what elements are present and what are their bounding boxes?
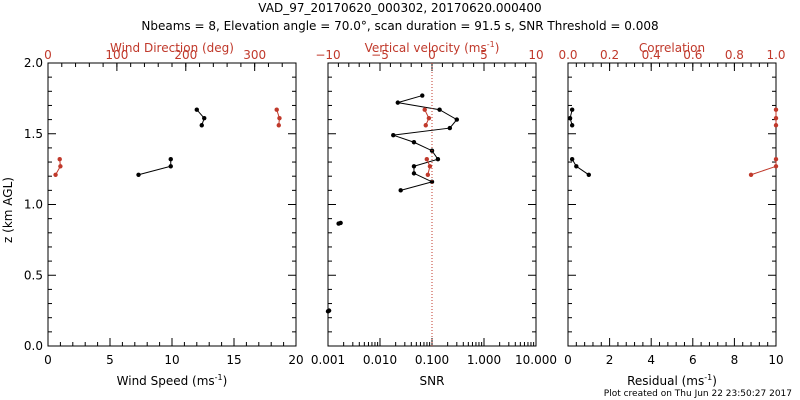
top-tick-label: 200: [174, 48, 197, 62]
data-point: [427, 164, 433, 169]
data-point: [53, 172, 58, 177]
data-point: [574, 164, 579, 169]
wind-direction-axis-title: Wind Direction (deg): [110, 41, 234, 55]
correlation-axis-title: Correlation: [639, 41, 705, 55]
data-point: [425, 172, 431, 177]
data-point: [411, 171, 417, 176]
data-point: [422, 107, 427, 112]
x-tick-label: 0.100: [415, 353, 449, 367]
top-tick-label: 0.4: [642, 48, 661, 62]
series-line: [138, 159, 172, 176]
data-point: [277, 115, 282, 121]
data-point: [57, 157, 62, 162]
x-tick-label: 5: [106, 353, 114, 367]
data-point: [336, 221, 341, 226]
data-point: [423, 123, 428, 128]
x-tick-label: 10.000: [515, 353, 557, 367]
top-tick-label: 10: [528, 48, 543, 62]
data-point: [429, 179, 435, 185]
data-point: [454, 117, 460, 122]
data-point: [773, 107, 779, 112]
data-point: [773, 157, 779, 162]
data-point: [411, 140, 417, 145]
data-point: [569, 157, 575, 162]
data-point: [426, 115, 432, 121]
wind-speed-axis-title: Wind Speed (ms-1): [117, 373, 228, 388]
data-point: [398, 188, 403, 193]
top-tick-label: 0: [428, 48, 436, 62]
y-tick-label: 0.0: [24, 339, 43, 353]
data-point: [391, 132, 396, 138]
top-tick-label: 0.6: [683, 48, 702, 62]
data-point: [274, 107, 279, 112]
plot-created-footer: Plot created on Thu Jun 22 23:50:27 2017: [604, 389, 792, 399]
x-tick-label: 10: [768, 353, 783, 367]
x-tick-label: 0: [564, 353, 572, 367]
top-tick-label: −5: [371, 48, 389, 62]
data-point: [395, 100, 401, 105]
wind-panel-frame: [47, 62, 297, 347]
data-point: [411, 164, 417, 169]
data-point: [447, 125, 453, 131]
x-tick-label: 4: [647, 353, 655, 367]
data-point: [420, 93, 425, 98]
data-point: [773, 115, 779, 121]
data-point: [773, 164, 779, 169]
data-point: [168, 164, 173, 169]
data-point: [586, 172, 591, 177]
residual-panel-frame: [567, 62, 777, 347]
data-point: [748, 172, 754, 177]
data-point: [424, 157, 429, 162]
data-point: [569, 123, 575, 128]
x-tick-label: 10: [164, 353, 179, 367]
y-tick-label: 0.5: [24, 268, 43, 282]
y-tick-label: 1.5: [24, 127, 43, 141]
data-point: [325, 309, 331, 314]
data-point: [202, 115, 207, 121]
x-tick-label: 6: [689, 353, 697, 367]
data-point: [437, 107, 442, 112]
x-tick-label: 0: [44, 353, 52, 367]
x-tick-label: 8: [731, 353, 739, 367]
data-point: [168, 157, 173, 162]
residual-axis-title: Residual (ms-1): [627, 373, 717, 388]
data-point: [569, 107, 575, 112]
title-line-2: Nbeams = 8, Elevation angle = 70.0°, sca…: [141, 19, 658, 33]
vertical-velocity-axis-title: Vertical velocity (ms-1): [365, 40, 500, 55]
x-tick-label: 2: [606, 353, 614, 367]
data-point: [773, 123, 779, 128]
data-point: [435, 157, 441, 162]
snr-axis-title: SNR: [420, 374, 445, 388]
top-tick-label: 0.8: [725, 48, 744, 62]
y-axis-label: z (km AGL): [1, 177, 15, 243]
data-point: [567, 115, 573, 121]
data-point: [136, 172, 141, 177]
x-tick-label: 0.010: [363, 353, 397, 367]
title-line-1: VAD_97_20170620_000302, 20170620.000400: [258, 1, 541, 15]
top-tick-label: 100: [105, 48, 128, 62]
data-point: [276, 123, 281, 128]
x-tick-label: 20: [288, 353, 303, 367]
y-tick-label: 2.0: [24, 56, 43, 70]
top-tick-label: 1.0: [766, 48, 785, 62]
data-point: [58, 164, 63, 169]
top-tick-label: 5: [480, 48, 488, 62]
top-tick-label: −10: [315, 48, 340, 62]
x-tick-label: 1.000: [467, 353, 501, 367]
top-tick-label: 0.2: [600, 48, 619, 62]
data-point: [199, 123, 204, 128]
data-point: [194, 107, 199, 112]
y-tick-label: 1.0: [24, 198, 43, 212]
top-tick-label: 0.0: [558, 48, 577, 62]
x-tick-label: 15: [226, 353, 241, 367]
top-tick-label: 300: [243, 48, 266, 62]
top-tick-label: 0: [44, 48, 52, 62]
x-tick-label: 0.001: [311, 353, 345, 367]
